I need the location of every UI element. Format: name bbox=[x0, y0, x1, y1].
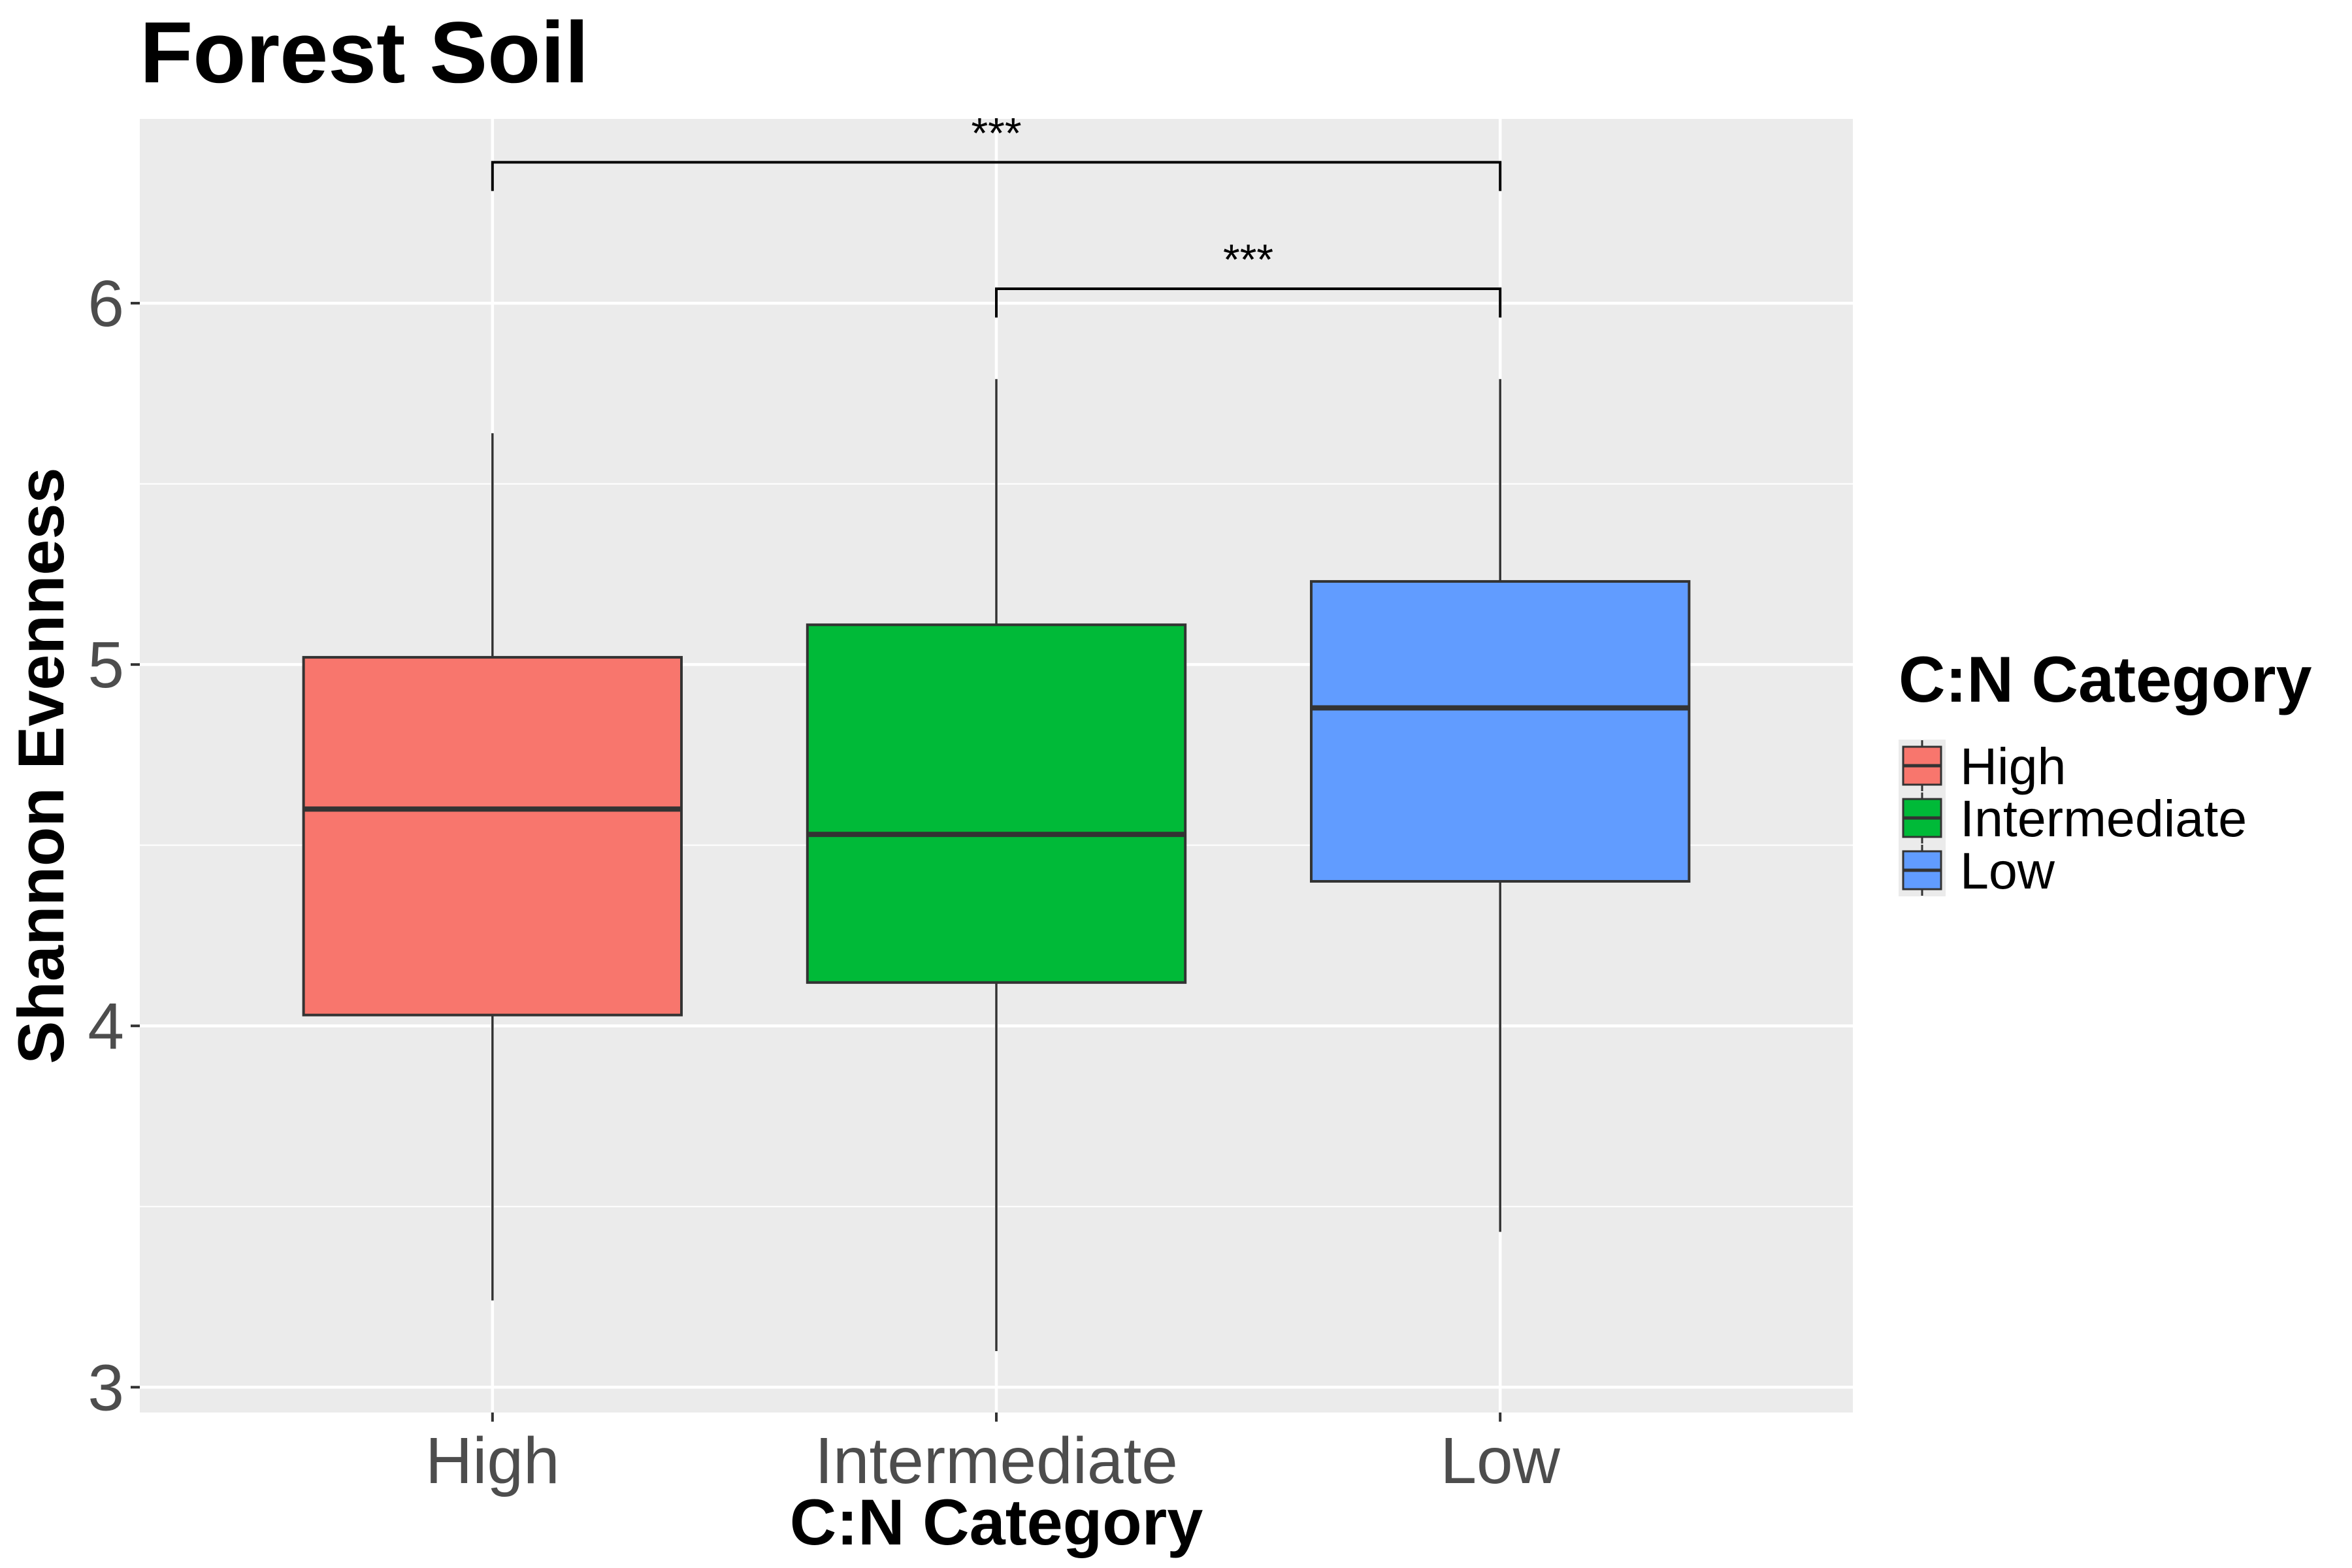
y-tick-label: 6 bbox=[88, 267, 124, 340]
significance-brackets: *** *** bbox=[491, 108, 1502, 318]
legend-item-intermediate: Intermediate bbox=[1902, 789, 2247, 847]
bracket-line bbox=[491, 161, 1502, 191]
legend-label: Low bbox=[1960, 841, 2055, 900]
significance-label: *** bbox=[1223, 235, 1273, 284]
box-body bbox=[1309, 580, 1691, 883]
boxes bbox=[302, 379, 1691, 1351]
bracket-line bbox=[995, 287, 1502, 318]
y-axis-title: Shannon Evenness bbox=[5, 467, 77, 1064]
x-tick-label: Intermediate bbox=[815, 1424, 1178, 1497]
significance-label: *** bbox=[971, 108, 1021, 157]
chart-title: Forest Soil bbox=[140, 5, 589, 101]
legend-item-high: High bbox=[1902, 737, 2066, 795]
y-axis: 3 4 5 6 bbox=[88, 267, 140, 1424]
x-axis-title: C:N Category bbox=[790, 1486, 1203, 1558]
box-body bbox=[806, 623, 1187, 984]
x-tick-label: High bbox=[425, 1424, 560, 1497]
legend-item-low: Low bbox=[1902, 841, 2055, 900]
significance-bracket: *** bbox=[995, 235, 1502, 318]
y-tick-label: 3 bbox=[88, 1351, 124, 1424]
legend-title: C:N Category bbox=[1899, 643, 2312, 715]
x-tick-label: Low bbox=[1440, 1424, 1560, 1497]
legend-label: High bbox=[1960, 737, 2066, 795]
box-intermediate bbox=[806, 379, 1187, 1351]
y-tick-label: 5 bbox=[88, 629, 124, 702]
box-low bbox=[1309, 379, 1691, 1232]
y-tick-label: 4 bbox=[88, 990, 124, 1063]
legend-label: Intermediate bbox=[1960, 789, 2247, 847]
box-body bbox=[302, 656, 683, 1017]
x-axis: High Intermediate Low bbox=[425, 1413, 1561, 1497]
box-high bbox=[302, 433, 683, 1301]
significance-bracket: *** bbox=[491, 108, 1502, 191]
